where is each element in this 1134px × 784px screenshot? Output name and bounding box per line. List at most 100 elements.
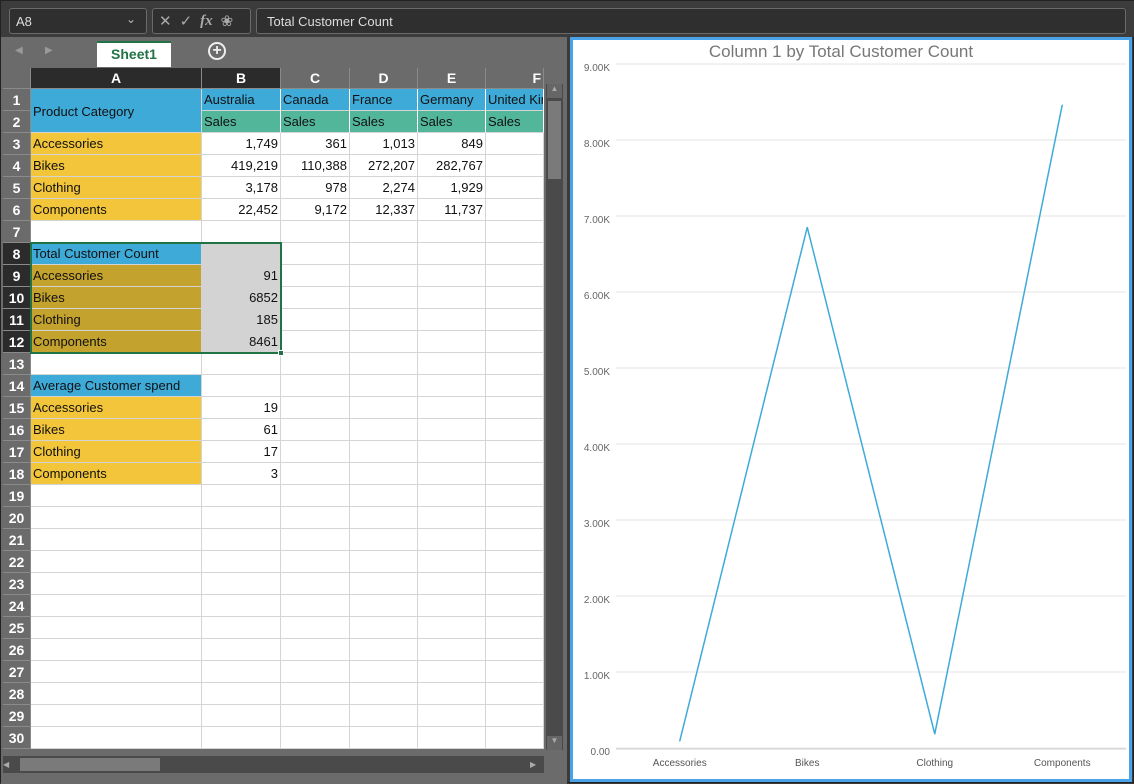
row-header-20[interactable]: 20: [3, 507, 31, 529]
row-header-22[interactable]: 22: [3, 551, 31, 573]
cell-E27[interactable]: [418, 661, 486, 683]
column-header-C[interactable]: C: [281, 68, 350, 89]
cell-F23[interactable]: [486, 573, 544, 595]
cell-D28[interactable]: [350, 683, 418, 705]
cell-D24[interactable]: [350, 595, 418, 617]
row-header-16[interactable]: 16: [3, 419, 31, 441]
cell-D18[interactable]: [350, 463, 418, 485]
cell-B1[interactable]: Australia: [202, 89, 281, 111]
cell-D4[interactable]: 272,207: [350, 155, 418, 177]
cell-B23[interactable]: [202, 573, 281, 595]
cell-E16[interactable]: [418, 419, 486, 441]
cell-D15[interactable]: [350, 397, 418, 419]
scroll-left-icon[interactable]: ◀: [3, 760, 10, 769]
cell-B29[interactable]: [202, 705, 281, 727]
cell-B5[interactable]: 3,178: [202, 177, 281, 199]
cell-C20[interactable]: [281, 507, 350, 529]
cell-B14[interactable]: [202, 375, 281, 397]
cell-F16[interactable]: [486, 419, 544, 441]
cell-F26[interactable]: [486, 639, 544, 661]
cell-C26[interactable]: [281, 639, 350, 661]
cell-D10[interactable]: [350, 287, 418, 309]
cell-C19[interactable]: [281, 485, 350, 507]
cell-A9[interactable]: Accessories: [31, 265, 202, 287]
vertical-scroll-thumb[interactable]: [548, 101, 561, 179]
cell-A4[interactable]: Bikes: [31, 155, 202, 177]
cell-D1[interactable]: France: [350, 89, 418, 111]
cell-E11[interactable]: [418, 309, 486, 331]
row-header-14[interactable]: 14: [3, 375, 31, 397]
cell-B24[interactable]: [202, 595, 281, 617]
name-box[interactable]: A8 ⌄: [9, 8, 147, 34]
cell-A20[interactable]: [31, 507, 202, 529]
cell-F21[interactable]: [486, 529, 544, 551]
cell-A5[interactable]: Clothing: [31, 177, 202, 199]
formula-input[interactable]: Total Customer Count: [256, 8, 1126, 34]
cell-A6[interactable]: Components: [31, 199, 202, 221]
cell-C23[interactable]: [281, 573, 350, 595]
cell-C8[interactable]: [281, 243, 350, 265]
cell-E3[interactable]: 849: [418, 133, 486, 155]
chevron-down-icon[interactable]: ⌄: [125, 12, 136, 26]
cell-E15[interactable]: [418, 397, 486, 419]
cell-D12[interactable]: [350, 331, 418, 353]
column-header-B[interactable]: B: [202, 68, 281, 89]
horizontal-scrollbar[interactable]: ◀ ▶: [3, 756, 544, 773]
tab-sheet1[interactable]: Sheet1: [97, 41, 171, 67]
row-header-29[interactable]: 29: [3, 705, 31, 727]
cell-B6[interactable]: 22,452: [202, 199, 281, 221]
row-header-3[interactable]: 3: [3, 133, 31, 155]
cell-E6[interactable]: 11,737: [418, 199, 486, 221]
cell-F22[interactable]: [486, 551, 544, 573]
cell-C14[interactable]: [281, 375, 350, 397]
cell-C3[interactable]: 361: [281, 133, 350, 155]
row-header-18[interactable]: 18: [3, 463, 31, 485]
cell-E13[interactable]: [418, 353, 486, 375]
cell-E14[interactable]: [418, 375, 486, 397]
cell-A21[interactable]: [31, 529, 202, 551]
cell-C17[interactable]: [281, 441, 350, 463]
cell-F4[interactable]: [486, 155, 544, 177]
next-sheet-icon[interactable]: ▶: [45, 45, 53, 56]
cell-C10[interactable]: [281, 287, 350, 309]
row-header-28[interactable]: 28: [3, 683, 31, 705]
cell-B8[interactable]: [202, 243, 281, 265]
cell-F1[interactable]: United Kingdom: [486, 89, 544, 111]
cell-D14[interactable]: [350, 375, 418, 397]
row-header-24[interactable]: 24: [3, 595, 31, 617]
cell-E7[interactable]: [418, 221, 486, 243]
cell-F6[interactable]: [486, 199, 544, 221]
cell-D27[interactable]: [350, 661, 418, 683]
cell-C12[interactable]: [281, 331, 350, 353]
cell-F19[interactable]: [486, 485, 544, 507]
row-header-26[interactable]: 26: [3, 639, 31, 661]
cell-E4[interactable]: 282,767: [418, 155, 486, 177]
cell-B17[interactable]: 17: [202, 441, 281, 463]
row-header-17[interactable]: 17: [3, 441, 31, 463]
cell-F11[interactable]: [486, 309, 544, 331]
cell-A27[interactable]: [31, 661, 202, 683]
cell-A13[interactable]: [31, 353, 202, 375]
prev-sheet-icon[interactable]: ◀: [15, 45, 23, 56]
cell-D2[interactable]: Sales: [350, 111, 418, 133]
ai-icon[interactable]: ❀: [220, 13, 234, 30]
cell-C15[interactable]: [281, 397, 350, 419]
cell-D5[interactable]: 2,274: [350, 177, 418, 199]
column-header-F[interactable]: F: [486, 68, 544, 89]
cell-A22[interactable]: [31, 551, 202, 573]
row-header-30[interactable]: 30: [3, 727, 31, 749]
row-header-6[interactable]: 6: [3, 199, 31, 221]
cell-F9[interactable]: [486, 265, 544, 287]
select-all-corner[interactable]: [3, 68, 31, 89]
cell-B26[interactable]: [202, 639, 281, 661]
cell-C29[interactable]: [281, 705, 350, 727]
row-header-15[interactable]: 15: [3, 397, 31, 419]
cell-C16[interactable]: [281, 419, 350, 441]
cell-C30[interactable]: [281, 727, 350, 749]
cell-D29[interactable]: [350, 705, 418, 727]
row-header-23[interactable]: 23: [3, 573, 31, 595]
row-header-13[interactable]: 13: [3, 353, 31, 375]
column-header-D[interactable]: D: [350, 68, 418, 89]
row-header-1[interactable]: 1: [3, 89, 31, 111]
column-header-E[interactable]: E: [418, 68, 486, 89]
